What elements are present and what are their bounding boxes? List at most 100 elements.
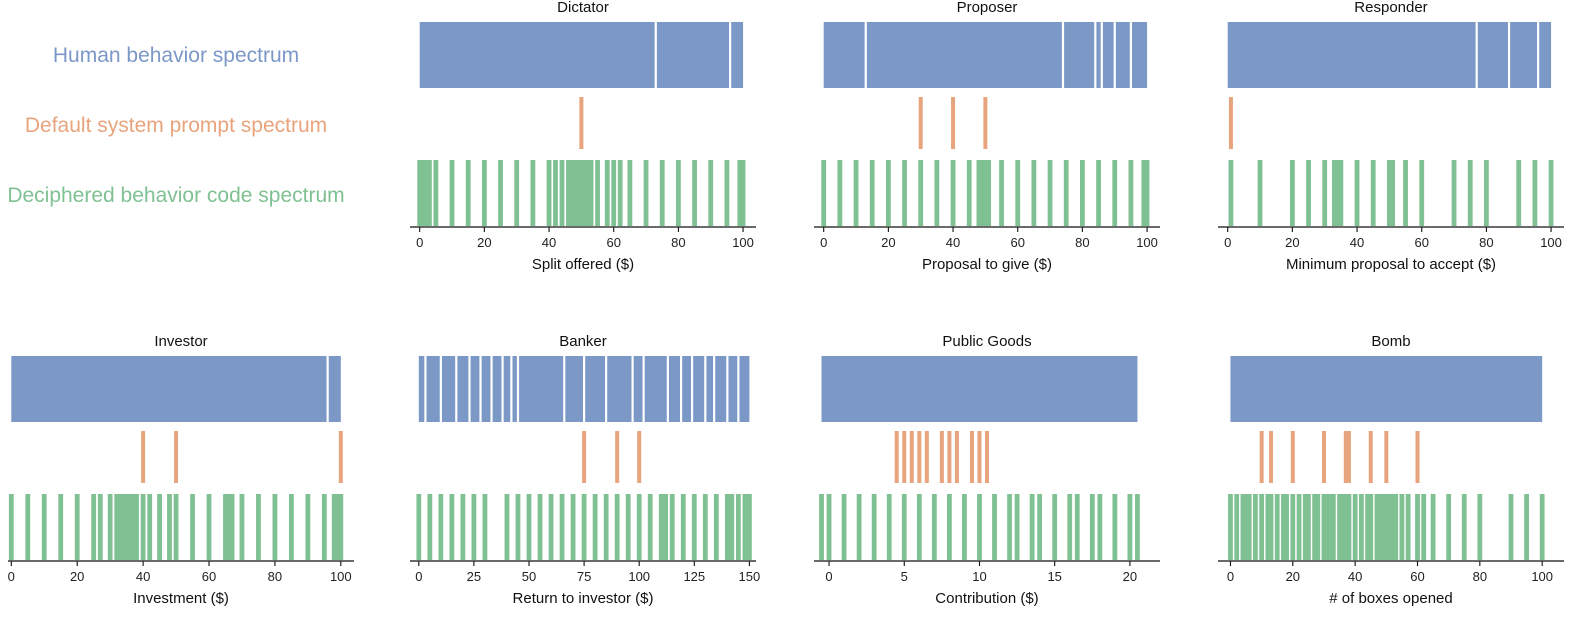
panel-title: Public Goods xyxy=(942,333,1031,350)
human-spectrum-gap xyxy=(605,356,608,422)
deciphered-bar xyxy=(117,494,123,560)
deciphered-bar xyxy=(1346,494,1352,560)
deciphered-bar xyxy=(449,494,455,560)
x-tick-label: 80 xyxy=(1479,235,1493,250)
x-axis-label: Contribution ($) xyxy=(935,590,1038,607)
deciphered-bar xyxy=(1377,494,1383,560)
deciphered-bar xyxy=(190,494,195,560)
deciphered-bar xyxy=(999,160,1004,226)
deciphered-bar xyxy=(1324,494,1330,560)
deciphered-bar xyxy=(869,160,875,226)
deciphered-bar xyxy=(335,494,340,560)
deciphered-bar xyxy=(1243,494,1249,560)
deciphered-bar xyxy=(1483,160,1489,226)
human-spectrum-gap xyxy=(1100,22,1103,88)
deciphered-bar xyxy=(1037,494,1043,560)
spectrum-panel: Public Goods 0 5 10 15 20 Contribution ($) xyxy=(814,333,1160,607)
deciphered-bar xyxy=(157,494,162,560)
deciphered-bar xyxy=(821,160,827,226)
deciphered-bar xyxy=(934,160,940,226)
deciphered-bar xyxy=(659,160,665,226)
deciphered-bar xyxy=(643,160,649,226)
x-tick-label: 40 xyxy=(1348,569,1362,584)
deciphered-bar xyxy=(871,494,877,560)
deciphered-bar xyxy=(471,494,477,560)
spectrum-panel: Investor 0 20 40 60 80 100 Investment ($) xyxy=(8,333,354,607)
x-tick-label: 80 xyxy=(671,235,685,250)
human-spectrum-gap xyxy=(424,356,427,422)
deciphered-bar xyxy=(713,494,719,560)
deciphered-bar xyxy=(853,160,859,226)
deciphered-bar xyxy=(1374,494,1380,560)
human-spectrum-gap xyxy=(516,356,520,422)
deciphered-bar xyxy=(173,494,179,560)
x-tick-label: 80 xyxy=(1075,235,1089,250)
default-prompt-bar xyxy=(1268,431,1273,483)
default-prompt-bar xyxy=(338,431,343,483)
deciphered-bar xyxy=(931,494,937,560)
deciphered-bar xyxy=(1354,160,1360,226)
deciphered-bar xyxy=(530,160,536,226)
deciphered-bar xyxy=(338,494,344,560)
deciphered-bar xyxy=(746,494,752,560)
deciphered-bar xyxy=(901,494,907,560)
human-spectrum-gap xyxy=(1537,22,1540,88)
x-tick-label: 100 xyxy=(628,569,650,584)
deciphered-bar xyxy=(627,160,633,226)
x-axis-label: Split offered ($) xyxy=(532,256,634,273)
deciphered-bar xyxy=(702,494,708,560)
deciphered-bar xyxy=(1228,160,1234,226)
default-prompt-bar xyxy=(1415,431,1420,483)
human-spectrum-gap xyxy=(690,356,694,422)
deciphered-bar xyxy=(950,160,956,226)
deciphered-bar xyxy=(433,160,439,226)
deciphered-bar xyxy=(1112,160,1118,226)
human-spectrum-gap xyxy=(713,356,716,422)
deciphered-bar xyxy=(819,494,824,560)
panel-title: Investor xyxy=(154,333,207,350)
deciphered-bar xyxy=(1128,160,1134,226)
deciphered-bar xyxy=(226,494,232,560)
deciphered-bar xyxy=(548,494,554,560)
deciphered-bar xyxy=(585,160,591,226)
deciphered-bar xyxy=(1015,160,1021,226)
deciphered-bar xyxy=(675,160,681,226)
deciphered-bar xyxy=(1135,494,1140,560)
deciphered-bar xyxy=(546,160,552,226)
deciphered-bar xyxy=(1405,494,1411,560)
deciphered-bar xyxy=(1403,160,1408,226)
deciphered-bar xyxy=(1063,160,1069,226)
deciphered-bar xyxy=(692,160,697,226)
human-spectrum-gap xyxy=(583,356,586,422)
deciphered-bar xyxy=(1461,494,1467,560)
human-spectrum-gap xyxy=(563,356,566,422)
deciphered-bar xyxy=(837,160,843,226)
deciphered-bar xyxy=(58,494,64,560)
deciphered-bar xyxy=(566,160,571,226)
x-tick-label: 60 xyxy=(606,235,620,250)
deciphered-bar xyxy=(8,494,14,560)
deciphered-bar xyxy=(481,160,487,226)
deciphered-bar xyxy=(559,160,565,226)
deciphered-bar xyxy=(206,494,212,560)
deciphered-bar xyxy=(1253,494,1258,560)
deciphered-bar xyxy=(1343,494,1349,560)
default-prompt-bar xyxy=(174,431,179,483)
deciphered-bar xyxy=(74,494,80,560)
deciphered-bar xyxy=(272,494,278,560)
deciphered-bar xyxy=(582,160,588,226)
deciphered-bar xyxy=(918,160,924,226)
deciphered-bar xyxy=(229,494,235,560)
deciphered-bar xyxy=(1358,494,1364,560)
spectrum-panel: Proposer 0 20 40 60 80 100 Proposal to give ($) xyxy=(814,0,1160,273)
deciphered-bar xyxy=(526,494,532,560)
deciphered-bar xyxy=(729,494,735,560)
deciphered-bar xyxy=(658,494,664,560)
deciphered-bar xyxy=(147,494,153,560)
x-axis-label: Investment ($) xyxy=(133,590,229,607)
deciphered-bar xyxy=(1029,494,1035,560)
deciphered-bar xyxy=(427,494,433,560)
default-prompt-bar xyxy=(951,97,956,149)
default-prompt-bar xyxy=(947,431,952,483)
